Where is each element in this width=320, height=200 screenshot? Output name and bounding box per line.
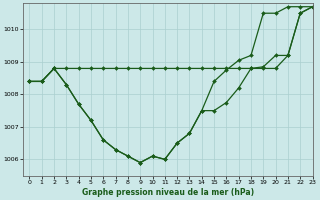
X-axis label: Graphe pression niveau de la mer (hPa): Graphe pression niveau de la mer (hPa) bbox=[82, 188, 254, 197]
